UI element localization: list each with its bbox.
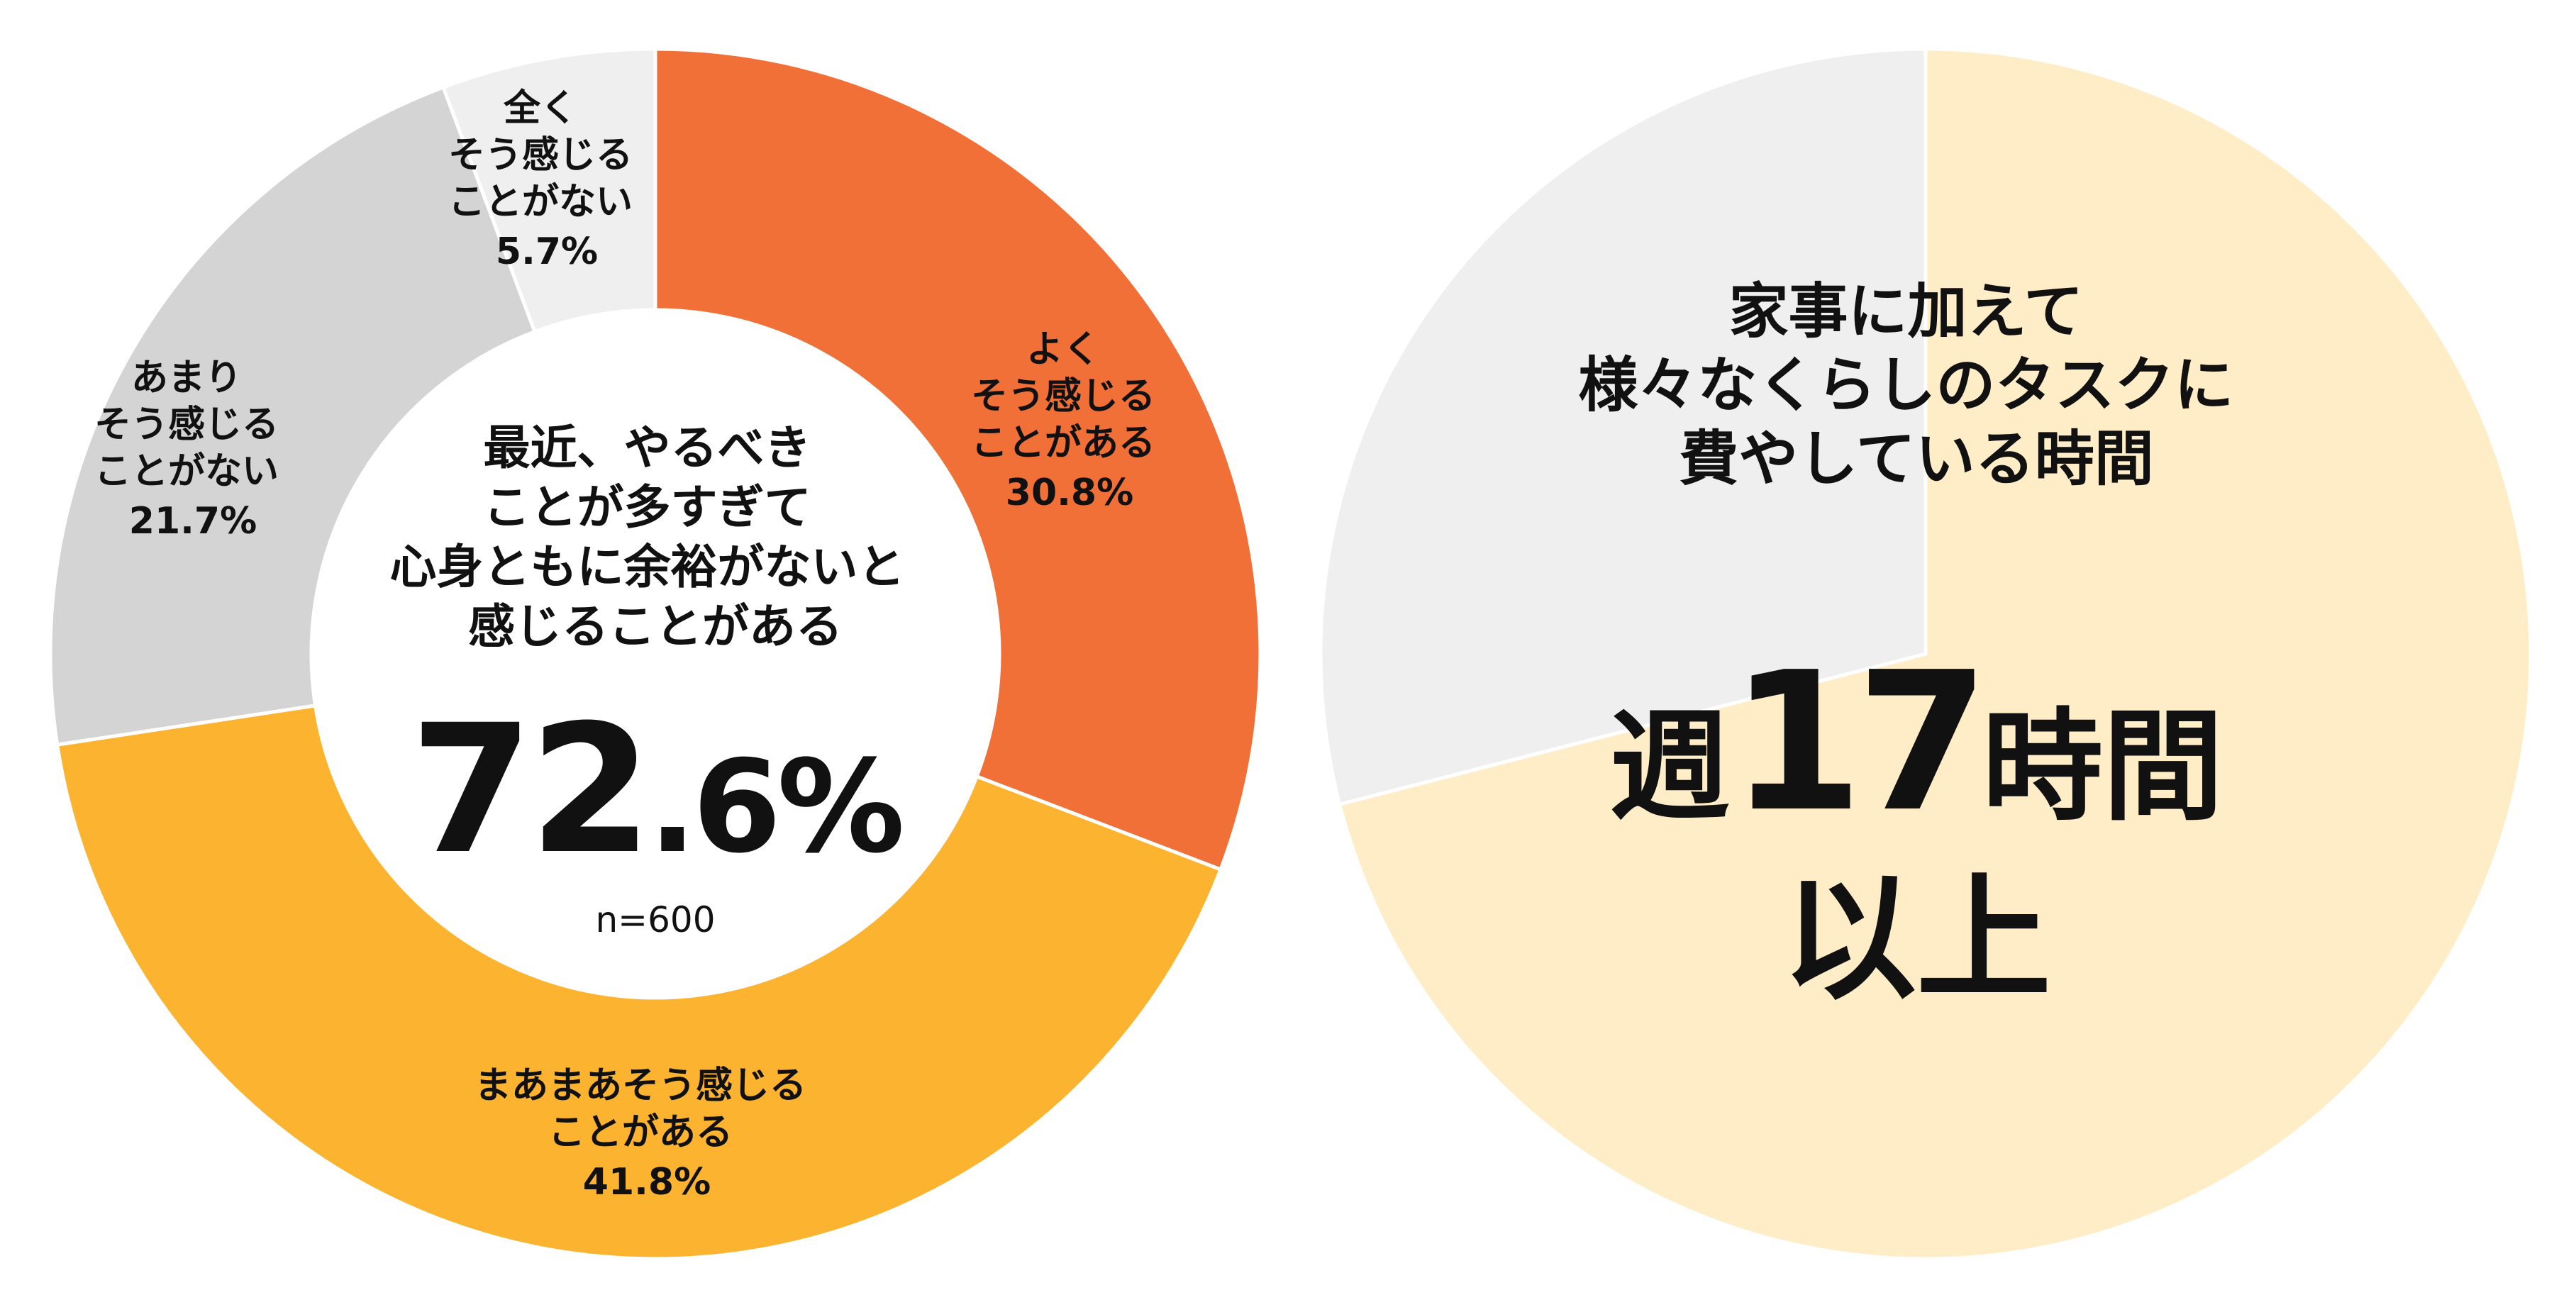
pie-headline: 週17時間	[1609, 630, 2224, 854]
pie-title-line-2: 様々なくらしのタスクに	[1578, 350, 2233, 420]
slice-label-line: そう感じる	[971, 375, 1155, 418]
slice-label-yoku: よく そう感じる ことがある 30.8%	[971, 328, 1168, 514]
pie-title: 家事に加えて 様々なくらしのタスクに 費やしている時間	[1578, 277, 2254, 494]
slice-label-line: そう感じる	[94, 404, 279, 446]
center-title-line-1: 最近、やるべき	[484, 421, 811, 475]
center-title-line-2: ことが多すぎて	[484, 480, 811, 535]
slice-label-amari: あまり そう感じる ことがない 21.7%	[94, 357, 292, 543]
time-pie-chart	[1318, 47, 2533, 1261]
slice-label-line: あまり	[131, 357, 242, 399]
slice-label-line: ことがない	[448, 181, 633, 223]
center-value-decimal: .6%	[648, 733, 901, 882]
slice-label-line: ことがある	[548, 1111, 733, 1154]
slice-value-label: 41.8%	[583, 1161, 711, 1203]
headline-number: 17	[1730, 630, 1982, 854]
donut-center-title: 最近、やるべき ことが多すぎて 心身ともに余裕がないと 感じることがある	[390, 421, 921, 654]
slice-value-label: 21.7%	[129, 500, 257, 543]
slice-label-maamaa: まあまあそう感じる ことがある 41.8%	[474, 1064, 819, 1203]
sample-size-label: n=600	[595, 899, 715, 940]
headline-suffix: 時間	[1982, 697, 2224, 838]
headline-prefix: 週	[1609, 697, 1730, 838]
slice-label-line: まあまあそう感じる	[474, 1064, 806, 1107]
donut-slice-4	[440, 47, 657, 334]
slice-label-line: ことがない	[94, 450, 279, 493]
donut-slice-1	[653, 47, 1262, 872]
donut-center-value: 72.6%	[410, 686, 901, 893]
donut-chart	[48, 47, 1262, 1261]
slice-label-mattaku: 全く そう感じる ことがない 5.7%	[448, 87, 645, 273]
pie-headline-line2: 以上	[1782, 861, 2051, 1018]
slice-label-line: よく	[1026, 328, 1100, 371]
slice-value-label: 30.8%	[1006, 472, 1133, 514]
slice-label-line: そう感じる	[448, 134, 633, 177]
center-title-line-4: 感じることがある	[468, 599, 843, 654]
pie-title-line-1: 家事に加えて	[1728, 277, 2083, 346]
center-value-integer: 72	[410, 686, 648, 893]
slice-label-line: 全く	[503, 87, 577, 130]
slice-value-label: 5.7%	[496, 230, 598, 273]
donut-slice-2	[55, 704, 1223, 1261]
pie-title-line-3: 費やしている時間	[1679, 424, 2153, 494]
pie-slice-1	[1337, 47, 2533, 1261]
slice-label-line: ことがある	[971, 422, 1155, 465]
center-title-line-3: 心身ともに余裕がないと	[390, 540, 905, 594]
donut-slice-3	[48, 84, 538, 747]
pie-slice-2	[1318, 47, 1928, 807]
